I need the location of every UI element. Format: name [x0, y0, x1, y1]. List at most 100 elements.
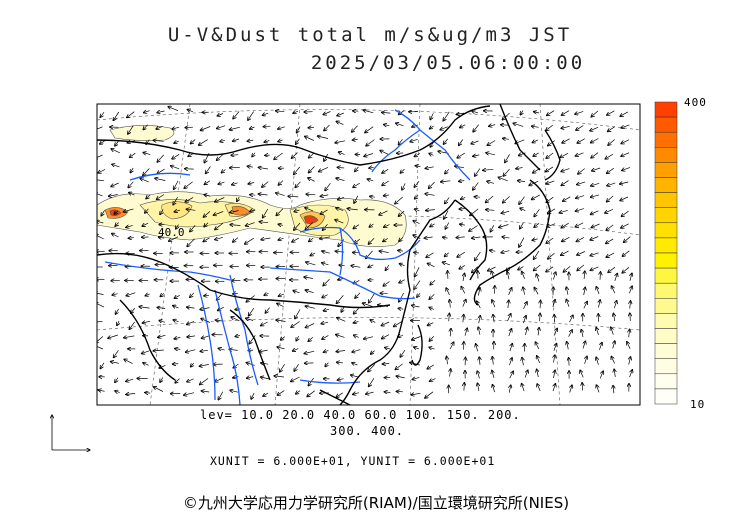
wind-vector	[568, 330, 573, 337]
contour-levels-line2: 300. 400.	[330, 424, 405, 438]
wind-vector	[265, 307, 270, 314]
wind-vector	[413, 235, 421, 239]
wind-vector	[509, 385, 511, 393]
wind-vector	[614, 301, 616, 309]
wind-vector	[336, 121, 344, 125]
wind-vector	[184, 392, 195, 396]
wind-vector	[369, 293, 375, 303]
wind-vector	[229, 126, 240, 130]
wind-vector	[233, 377, 239, 378]
wind-vector	[457, 152, 465, 158]
wind-vector	[485, 195, 494, 203]
wind-vector	[400, 168, 405, 173]
wind-vector	[191, 362, 194, 367]
wind-vector	[322, 335, 329, 339]
wind-vector	[338, 239, 345, 247]
wind-vector	[169, 236, 179, 242]
wind-vector	[607, 167, 615, 173]
wind-vector	[576, 195, 585, 199]
wind-vector	[522, 271, 525, 279]
wind-vector	[615, 273, 618, 282]
wind-vector	[501, 251, 510, 253]
wind-vector	[235, 336, 240, 337]
wind-vector	[264, 293, 269, 295]
wind-vector	[190, 292, 195, 298]
colorbar-swatch	[654, 328, 678, 344]
wind-vector	[622, 250, 630, 257]
wind-vector	[304, 351, 315, 353]
wind-vector	[472, 266, 478, 273]
wind-vector	[613, 313, 614, 322]
wind-vector	[363, 337, 373, 339]
wind-vector	[505, 154, 510, 162]
reference-vector	[52, 415, 90, 450]
wind-vector	[277, 347, 285, 349]
wind-vector	[143, 124, 148, 130]
wind-vector	[606, 195, 614, 202]
wind-vector	[232, 183, 238, 185]
wind-vector	[464, 383, 465, 391]
wind-vector	[522, 357, 524, 366]
wind-vector	[582, 383, 583, 391]
wind-vector	[523, 302, 528, 310]
wind-vector	[261, 321, 268, 326]
wind-vector	[508, 329, 512, 337]
wind-vector	[396, 376, 405, 378]
wind-vector	[291, 321, 300, 328]
wind-vector	[414, 252, 419, 253]
wind-vector	[277, 390, 285, 396]
wind-vector	[520, 208, 526, 211]
wind-vector	[449, 342, 454, 350]
wind-vector	[296, 391, 301, 394]
wind-vector	[128, 238, 134, 239]
wind-vector	[156, 126, 163, 129]
wind-vector	[355, 166, 359, 172]
dust-contour-area	[303, 215, 319, 224]
wind-vector	[430, 224, 435, 227]
wind-vector	[174, 295, 180, 298]
wind-vector	[383, 195, 389, 196]
wind-vector	[563, 196, 571, 202]
wind-vector	[561, 222, 569, 228]
wind-vector	[323, 278, 330, 286]
wind-vector	[294, 210, 300, 212]
wind-vector	[469, 225, 478, 232]
wind-vector	[384, 225, 390, 228]
wind-vector	[383, 281, 390, 287]
colorbar-swatch	[654, 116, 678, 133]
wind-vector	[503, 169, 510, 176]
wind-vector	[153, 350, 164, 351]
wind-vector	[450, 300, 451, 308]
wind-vector	[591, 223, 600, 228]
wind-vector	[157, 154, 164, 162]
wind-vector	[145, 208, 149, 213]
wind-vector	[229, 167, 240, 168]
wind-vector	[187, 238, 195, 247]
wind-vector	[479, 315, 481, 324]
wind-vector	[215, 222, 224, 230]
wind-vector	[335, 220, 344, 224]
wind-vector	[365, 126, 374, 133]
wind-vector	[201, 335, 210, 339]
wind-vector	[231, 317, 240, 322]
wind-vector	[306, 194, 316, 195]
wind-vector	[440, 181, 451, 182]
wind-vector	[559, 209, 568, 213]
wind-vector	[410, 362, 420, 366]
wind-vector	[532, 239, 538, 241]
colorbar-swatch	[654, 373, 678, 390]
wind-vector	[483, 169, 494, 170]
wind-vector	[450, 369, 451, 377]
wind-vector	[170, 166, 180, 170]
wind-vector	[440, 126, 448, 130]
wind-vector	[203, 237, 210, 242]
wind-vector	[411, 393, 421, 395]
wind-vector	[590, 195, 600, 197]
wind-vector	[112, 294, 118, 296]
wind-vector	[293, 291, 300, 293]
wind-vector	[324, 124, 330, 131]
wind-vector	[176, 224, 179, 230]
wind-vector	[492, 356, 493, 365]
wind-vector	[546, 124, 554, 131]
wind-vector	[553, 272, 555, 280]
